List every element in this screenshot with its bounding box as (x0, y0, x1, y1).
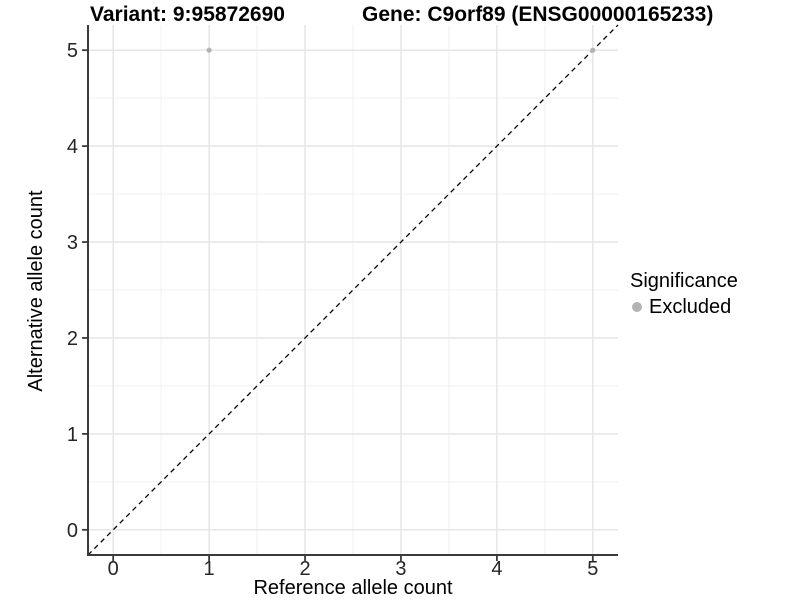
legend-entry-label: Excluded (649, 296, 732, 318)
y-tick-label: 5 (67, 40, 78, 62)
x-tick-label: 1 (204, 558, 215, 580)
y-tick-label: 2 (67, 328, 78, 350)
legend-title: Significance (630, 270, 738, 292)
data-point (590, 47, 596, 53)
x-tick-label: 5 (587, 558, 598, 580)
x-tick-label: 3 (395, 558, 406, 580)
data-point (206, 47, 212, 53)
identity-line (87, 24, 619, 556)
x-axis-label: Reference allele count (253, 577, 453, 599)
plot-title-gene: Gene: C9orf89 (ENSG00000165233) (362, 3, 714, 26)
x-tick-label: 0 (108, 558, 119, 580)
y-tick-label: 0 (67, 520, 78, 542)
y-tick-label: 1 (67, 424, 78, 446)
legend: Significance Excluded (630, 269, 738, 319)
y-axis-label: Alternative allele count (25, 190, 47, 392)
y-tick-label: 4 (67, 136, 78, 158)
legend-entry-excluded: Excluded (630, 295, 738, 319)
plot-title-variant: Variant: 9:95872690 (90, 3, 285, 26)
y-tick-label: 3 (67, 232, 78, 254)
x-tick-label: 2 (299, 558, 310, 580)
legend-key-dot (632, 302, 642, 312)
x-tick-label: 4 (491, 558, 502, 580)
